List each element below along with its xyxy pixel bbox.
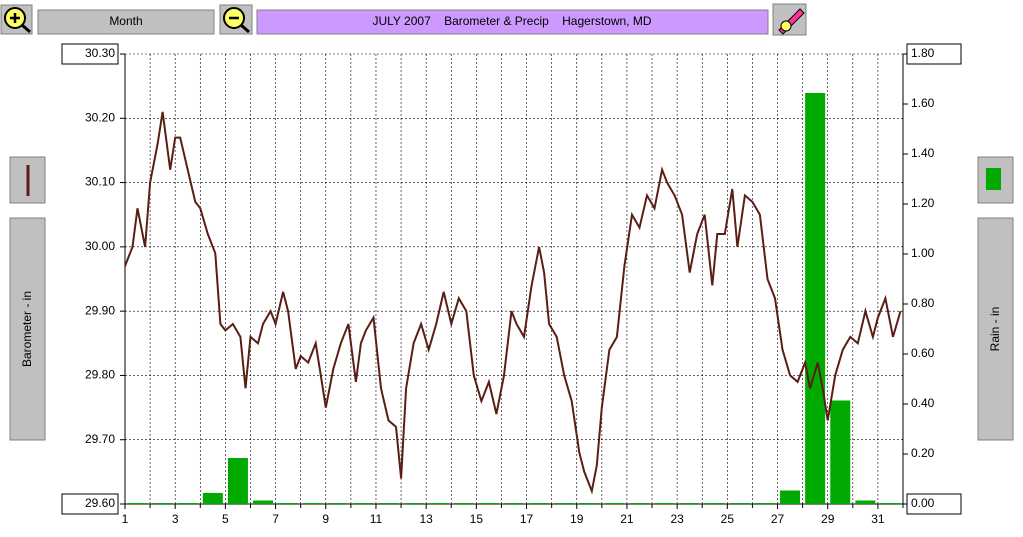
y2-tick-label: 0.60 xyxy=(911,346,935,360)
x-tick-label: 3 xyxy=(172,512,179,526)
bar xyxy=(679,503,700,504)
y-tick-label: 29.90 xyxy=(85,303,115,317)
bar xyxy=(554,503,575,504)
bar xyxy=(403,503,424,504)
tick-label-box xyxy=(61,43,119,65)
title-bar xyxy=(256,9,769,35)
y2-tick-label: 1.40 xyxy=(911,146,935,160)
right-legend-button[interactable] xyxy=(977,156,1014,204)
bar xyxy=(127,503,148,504)
y2-tick-label: 1.60 xyxy=(911,96,935,110)
period-button-label[interactable]: Month xyxy=(109,14,142,28)
y-tick-label: 29.60 xyxy=(85,496,115,510)
bar xyxy=(504,503,524,504)
edit-button[interactable] xyxy=(772,3,807,36)
bar xyxy=(529,503,550,504)
tick-label-box xyxy=(61,493,119,515)
bar xyxy=(478,503,499,504)
bar xyxy=(378,503,399,504)
bar xyxy=(880,503,901,504)
bar xyxy=(177,503,198,504)
x-tick-label: 7 xyxy=(272,512,279,526)
chart-title: JULY 2007 Barometer & Precip Hagerstown,… xyxy=(372,14,651,28)
bar xyxy=(754,503,775,504)
x-tick-label: 17 xyxy=(520,512,534,526)
bar xyxy=(152,503,173,504)
bar xyxy=(278,503,299,504)
bar xyxy=(805,93,826,504)
x-tick-label: 19 xyxy=(570,512,584,526)
x-tick-label: 29 xyxy=(821,512,835,526)
y2-tick-label: 0.40 xyxy=(911,396,935,410)
x-tick-label: 27 xyxy=(771,512,785,526)
x-tick-label: 25 xyxy=(721,512,735,526)
y-tick-label: 30.30 xyxy=(85,46,115,60)
y2-tick-label: 0.00 xyxy=(911,496,935,510)
bar xyxy=(579,503,600,504)
bar xyxy=(729,503,750,504)
y2-tick-label: 0.80 xyxy=(911,296,935,310)
x-tick-label: 15 xyxy=(470,512,484,526)
x-tick-label: 31 xyxy=(871,512,885,526)
bar xyxy=(453,503,474,504)
y-tick-label: 30.20 xyxy=(85,110,115,124)
tick-label-box xyxy=(906,493,962,515)
y-axis-label: Barometer - in xyxy=(20,291,34,367)
y2-axis-label: Rain - in xyxy=(988,307,1002,352)
y-tick-label: 29.70 xyxy=(85,432,115,446)
bar xyxy=(604,503,625,504)
bar xyxy=(830,400,851,504)
bar xyxy=(202,493,223,504)
bar xyxy=(629,503,650,504)
bar xyxy=(353,503,374,504)
bar xyxy=(780,490,801,504)
y2-tick-label: 0.20 xyxy=(911,446,935,460)
bar xyxy=(253,500,274,504)
zoom-in-button[interactable] xyxy=(0,4,33,35)
bar xyxy=(704,503,725,504)
period-button[interactable] xyxy=(37,9,215,35)
y2-tick-label: 1.80 xyxy=(911,46,935,60)
x-tick-label: 13 xyxy=(419,512,433,526)
x-tick-label: 11 xyxy=(370,512,383,526)
y-tick-label: 30.10 xyxy=(85,175,115,189)
x-tick-label: 1 xyxy=(122,512,129,526)
bar xyxy=(654,503,675,504)
y2-tick-label: 1.00 xyxy=(911,246,935,260)
tick-label-box xyxy=(906,43,962,65)
x-tick-label: 5 xyxy=(222,512,229,526)
bar xyxy=(428,503,449,504)
bar xyxy=(303,503,324,504)
x-tick-label: 23 xyxy=(670,512,684,526)
x-tick-label: 21 xyxy=(620,512,634,526)
bar xyxy=(328,503,349,504)
y-tick-label: 29.80 xyxy=(85,368,115,382)
y2-tick-label: 1.20 xyxy=(911,196,935,210)
line xyxy=(124,111,902,495)
zoom-out-button[interactable] xyxy=(219,4,253,35)
bar xyxy=(227,458,248,504)
x-tick-label: 9 xyxy=(322,512,329,526)
bar xyxy=(855,500,876,504)
y-tick-label: 30.00 xyxy=(85,239,115,253)
left-legend-button[interactable] xyxy=(9,156,46,204)
left-axis-button[interactable] xyxy=(9,217,46,441)
right-axis-button[interactable] xyxy=(977,217,1014,441)
